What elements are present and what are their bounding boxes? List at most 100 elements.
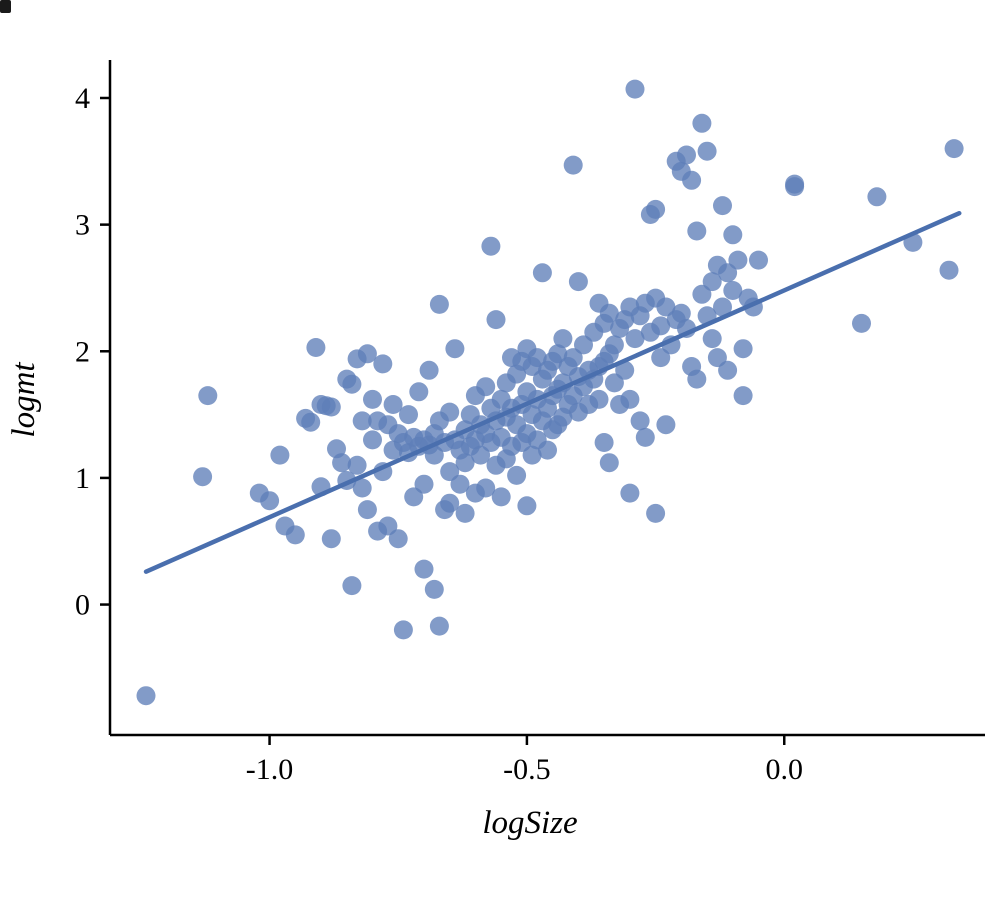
data-point (321, 397, 341, 417)
data-point (718, 360, 738, 380)
y-tick-label: 1 (75, 462, 90, 495)
data-point (440, 402, 460, 422)
data-point (682, 170, 702, 190)
data-point (702, 329, 722, 349)
data-point (399, 405, 418, 425)
data-point (532, 263, 552, 283)
data-point (656, 297, 676, 317)
data-point (445, 339, 465, 359)
x-tick-label: 0.0 (766, 753, 804, 786)
data-point (687, 221, 707, 241)
data-point (599, 453, 619, 473)
data-point (589, 389, 609, 409)
data-point (357, 344, 377, 364)
data-point (671, 303, 691, 323)
data-point (630, 411, 650, 431)
data-point (424, 445, 444, 465)
data-point (785, 174, 805, 194)
data-point (301, 412, 321, 432)
data-point (347, 455, 367, 475)
y-tick-label: 3 (75, 209, 90, 242)
data-point (440, 493, 460, 513)
data-point (193, 467, 213, 487)
data-point (651, 348, 671, 368)
data-point (517, 496, 537, 516)
tick-labels-layer: -1.0 -0.5 0.0 0 1 2 3 4 (75, 82, 803, 786)
corner-artifact (0, 0, 11, 13)
data-point (702, 272, 722, 292)
data-point (471, 445, 491, 465)
data-point (522, 445, 542, 465)
data-point (476, 478, 496, 498)
data-point (481, 236, 501, 256)
data-point (604, 373, 624, 393)
data-point (867, 187, 887, 207)
x-tick-label: -1.0 (246, 753, 294, 786)
data-point (393, 620, 413, 640)
data-point (620, 389, 640, 409)
data-point (553, 329, 573, 349)
data-point (373, 354, 393, 374)
data-point (136, 686, 156, 706)
data-point (198, 386, 218, 406)
data-point (728, 250, 748, 270)
data-point (656, 415, 676, 435)
data-point (692, 284, 712, 304)
data-point (615, 360, 635, 380)
x-axis-title: logSize (482, 805, 577, 841)
data-point (574, 335, 593, 355)
data-point (733, 386, 753, 406)
data-point (733, 339, 753, 359)
data-point (476, 377, 496, 397)
data-point (527, 348, 547, 368)
data-point (713, 196, 732, 216)
data-point (646, 199, 666, 219)
trend-line-layer (143, 210, 962, 574)
data-point (944, 139, 964, 159)
data-point (651, 316, 671, 336)
data-point (321, 529, 341, 549)
data-point (568, 272, 588, 292)
data-point (409, 382, 429, 402)
data-point (635, 427, 655, 447)
data-point (332, 453, 352, 473)
data-point (486, 310, 506, 330)
data-point (404, 487, 424, 507)
data-point (687, 369, 707, 389)
data-point (285, 525, 305, 545)
data-point (450, 474, 470, 494)
data-point (440, 462, 460, 482)
data-point (424, 579, 444, 599)
data-point (352, 478, 372, 498)
data-point (419, 360, 439, 380)
regression-line (143, 210, 962, 574)
data-point (455, 453, 475, 473)
data-point (707, 348, 727, 368)
data-point (363, 389, 382, 409)
data-point (749, 250, 768, 270)
data-point (357, 500, 377, 520)
axis-ticks-layer (100, 96, 786, 745)
data-point (538, 440, 557, 460)
data-point (270, 445, 290, 465)
data-point (723, 281, 743, 300)
data-point (718, 263, 738, 283)
data-point (563, 348, 583, 368)
data-point (548, 344, 568, 364)
data-point (342, 576, 362, 596)
data-point (306, 338, 326, 357)
data-point (363, 430, 382, 450)
data-point (414, 474, 434, 494)
data-point (507, 465, 527, 485)
data-point (414, 559, 434, 579)
data-point (378, 516, 398, 536)
data-point (620, 483, 640, 503)
data-point (692, 113, 712, 133)
data-point (260, 491, 280, 511)
data-point (646, 503, 666, 523)
data-point (604, 335, 624, 355)
data-point (713, 297, 732, 317)
data-point (491, 487, 511, 507)
data-point (455, 503, 475, 523)
